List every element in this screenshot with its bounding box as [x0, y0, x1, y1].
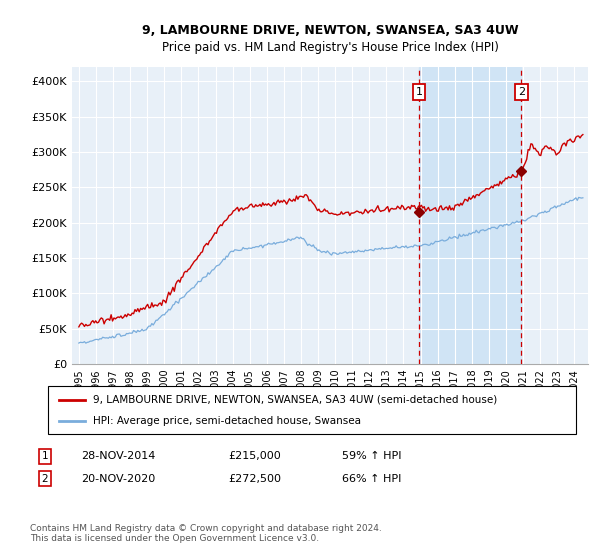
Text: 1: 1 — [416, 87, 422, 97]
Text: £215,000: £215,000 — [228, 451, 281, 461]
FancyBboxPatch shape — [48, 386, 576, 434]
Text: 9, LAMBOURNE DRIVE, NEWTON, SWANSEA, SA3 4UW (semi-detached house): 9, LAMBOURNE DRIVE, NEWTON, SWANSEA, SA3… — [93, 395, 497, 405]
Text: HPI: Average price, semi-detached house, Swansea: HPI: Average price, semi-detached house,… — [93, 416, 361, 426]
Text: 59% ↑ HPI: 59% ↑ HPI — [342, 451, 401, 461]
Text: Price paid vs. HM Land Registry's House Price Index (HPI): Price paid vs. HM Land Registry's House … — [161, 41, 499, 54]
Text: £272,500: £272,500 — [228, 474, 281, 484]
Text: 9, LAMBOURNE DRIVE, NEWTON, SWANSEA, SA3 4UW: 9, LAMBOURNE DRIVE, NEWTON, SWANSEA, SA3… — [142, 24, 518, 38]
Bar — [419, 67, 521, 364]
Text: 20-NOV-2020: 20-NOV-2020 — [81, 474, 155, 484]
Text: 2: 2 — [518, 87, 525, 97]
Text: 1: 1 — [41, 451, 49, 461]
Text: 2: 2 — [41, 474, 49, 484]
Text: 28-NOV-2014: 28-NOV-2014 — [81, 451, 155, 461]
Text: Contains HM Land Registry data © Crown copyright and database right 2024.
This d: Contains HM Land Registry data © Crown c… — [30, 524, 382, 543]
Text: 66% ↑ HPI: 66% ↑ HPI — [342, 474, 401, 484]
